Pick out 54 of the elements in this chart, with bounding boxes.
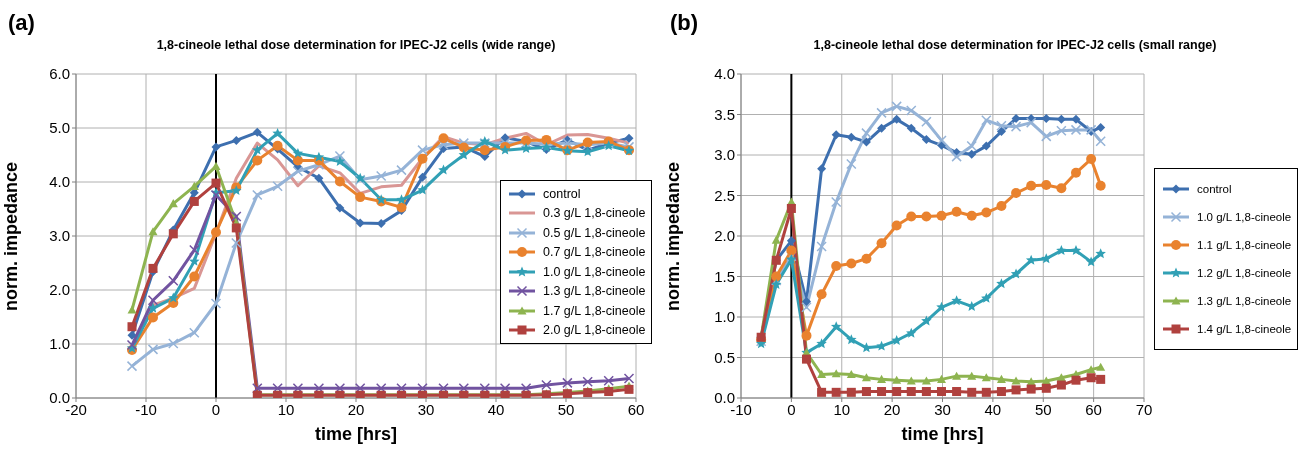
legend-label: 0.5 g/L 1,8-cineole xyxy=(542,224,646,242)
x-tick-label: 60 xyxy=(1085,400,1102,418)
y-tick-label: 1.5 xyxy=(714,267,735,285)
x-tick-label: 30 xyxy=(934,400,951,418)
y-tick-label: 4.0 xyxy=(714,65,735,83)
text: (b) xyxy=(670,10,699,36)
x-tick-label: 60 xyxy=(627,400,645,418)
y-tick-label: 3.0 xyxy=(49,227,70,245)
legend-label: 1.3 g/L 1,8-cineole xyxy=(1196,294,1292,309)
y-tick-label: 5.0 xyxy=(49,119,70,137)
y-tick-label: 1.0 xyxy=(49,335,70,353)
x-axis-title: time [hrs] xyxy=(900,424,985,445)
x-tick-label: 50 xyxy=(557,400,575,418)
legend-label: 0.7 g/L 1,8-cineole xyxy=(542,244,646,262)
y-tick-label: 2.0 xyxy=(49,281,70,299)
x-axis-title: time [hrs] xyxy=(314,424,398,445)
x-tick-label: 20 xyxy=(347,400,365,418)
x-tick-label: 40 xyxy=(984,400,1002,418)
y-tick-label: 1.0 xyxy=(714,308,735,326)
legend-label: control xyxy=(1196,182,1233,197)
y-tick-label: 2.5 xyxy=(714,186,735,204)
y-tick-label: 6.0 xyxy=(49,65,70,83)
text: (a) xyxy=(8,10,35,36)
chart-title: 1,8-cineole lethal dose determination for IPEC-J2 cells (wide range) xyxy=(155,38,557,52)
legend-label: 1.2 g/L 1,8-cineole xyxy=(1196,266,1292,281)
y-tick-label: 4.0 xyxy=(49,173,70,191)
legend-label: 1.0 g/L 1,8-cineole xyxy=(1196,210,1292,225)
legend-label: control xyxy=(542,185,582,203)
y-tick-label: 2.0 xyxy=(714,227,735,245)
legend-label: 1.7 g/L 1,8-cineole xyxy=(542,302,646,320)
legend-label: 0.3 g/L 1,8-cineole xyxy=(542,205,646,223)
legend-label: 1.1 g/L 1,8-cineole xyxy=(1196,238,1292,253)
x-tick-label: 30 xyxy=(417,400,435,418)
x-tick-label: 0 xyxy=(211,400,221,418)
legend-label: 2.0 g/L 1,8-cineole xyxy=(542,322,646,340)
y-tick-label: 0.0 xyxy=(714,389,735,407)
y-axis-title: norm. impedance xyxy=(663,161,685,311)
y-tick-label: 3.5 xyxy=(714,105,735,123)
legend-label: 1.3 g/L 1,8-cineole xyxy=(542,283,646,301)
y-tick-label: 0.0 xyxy=(49,389,70,407)
x-tick-label: 40 xyxy=(487,400,505,418)
y-tick-label: 0.5 xyxy=(714,348,735,366)
legend-label: 1.0 g/L 1,8-cineole xyxy=(542,263,646,281)
x-tick-label: -10 xyxy=(135,400,157,418)
x-tick-label: 0 xyxy=(787,400,796,418)
x-tick-label: 10 xyxy=(833,400,851,418)
x-tick-label: 20 xyxy=(883,400,901,418)
legend-label: 1.4 g/L 1,8-cineole xyxy=(1196,322,1292,337)
x-tick-label: 50 xyxy=(1034,400,1052,418)
x-tick-label: 70 xyxy=(1135,400,1153,418)
y-axis-title: norm. impedance xyxy=(1,161,23,311)
x-tick-label: 10 xyxy=(277,400,295,418)
y-tick-label: 3.0 xyxy=(714,146,735,164)
chart-title: 1,8-cineole lethal dose determination for IPEC-J2 cells (small range) xyxy=(812,38,1218,52)
